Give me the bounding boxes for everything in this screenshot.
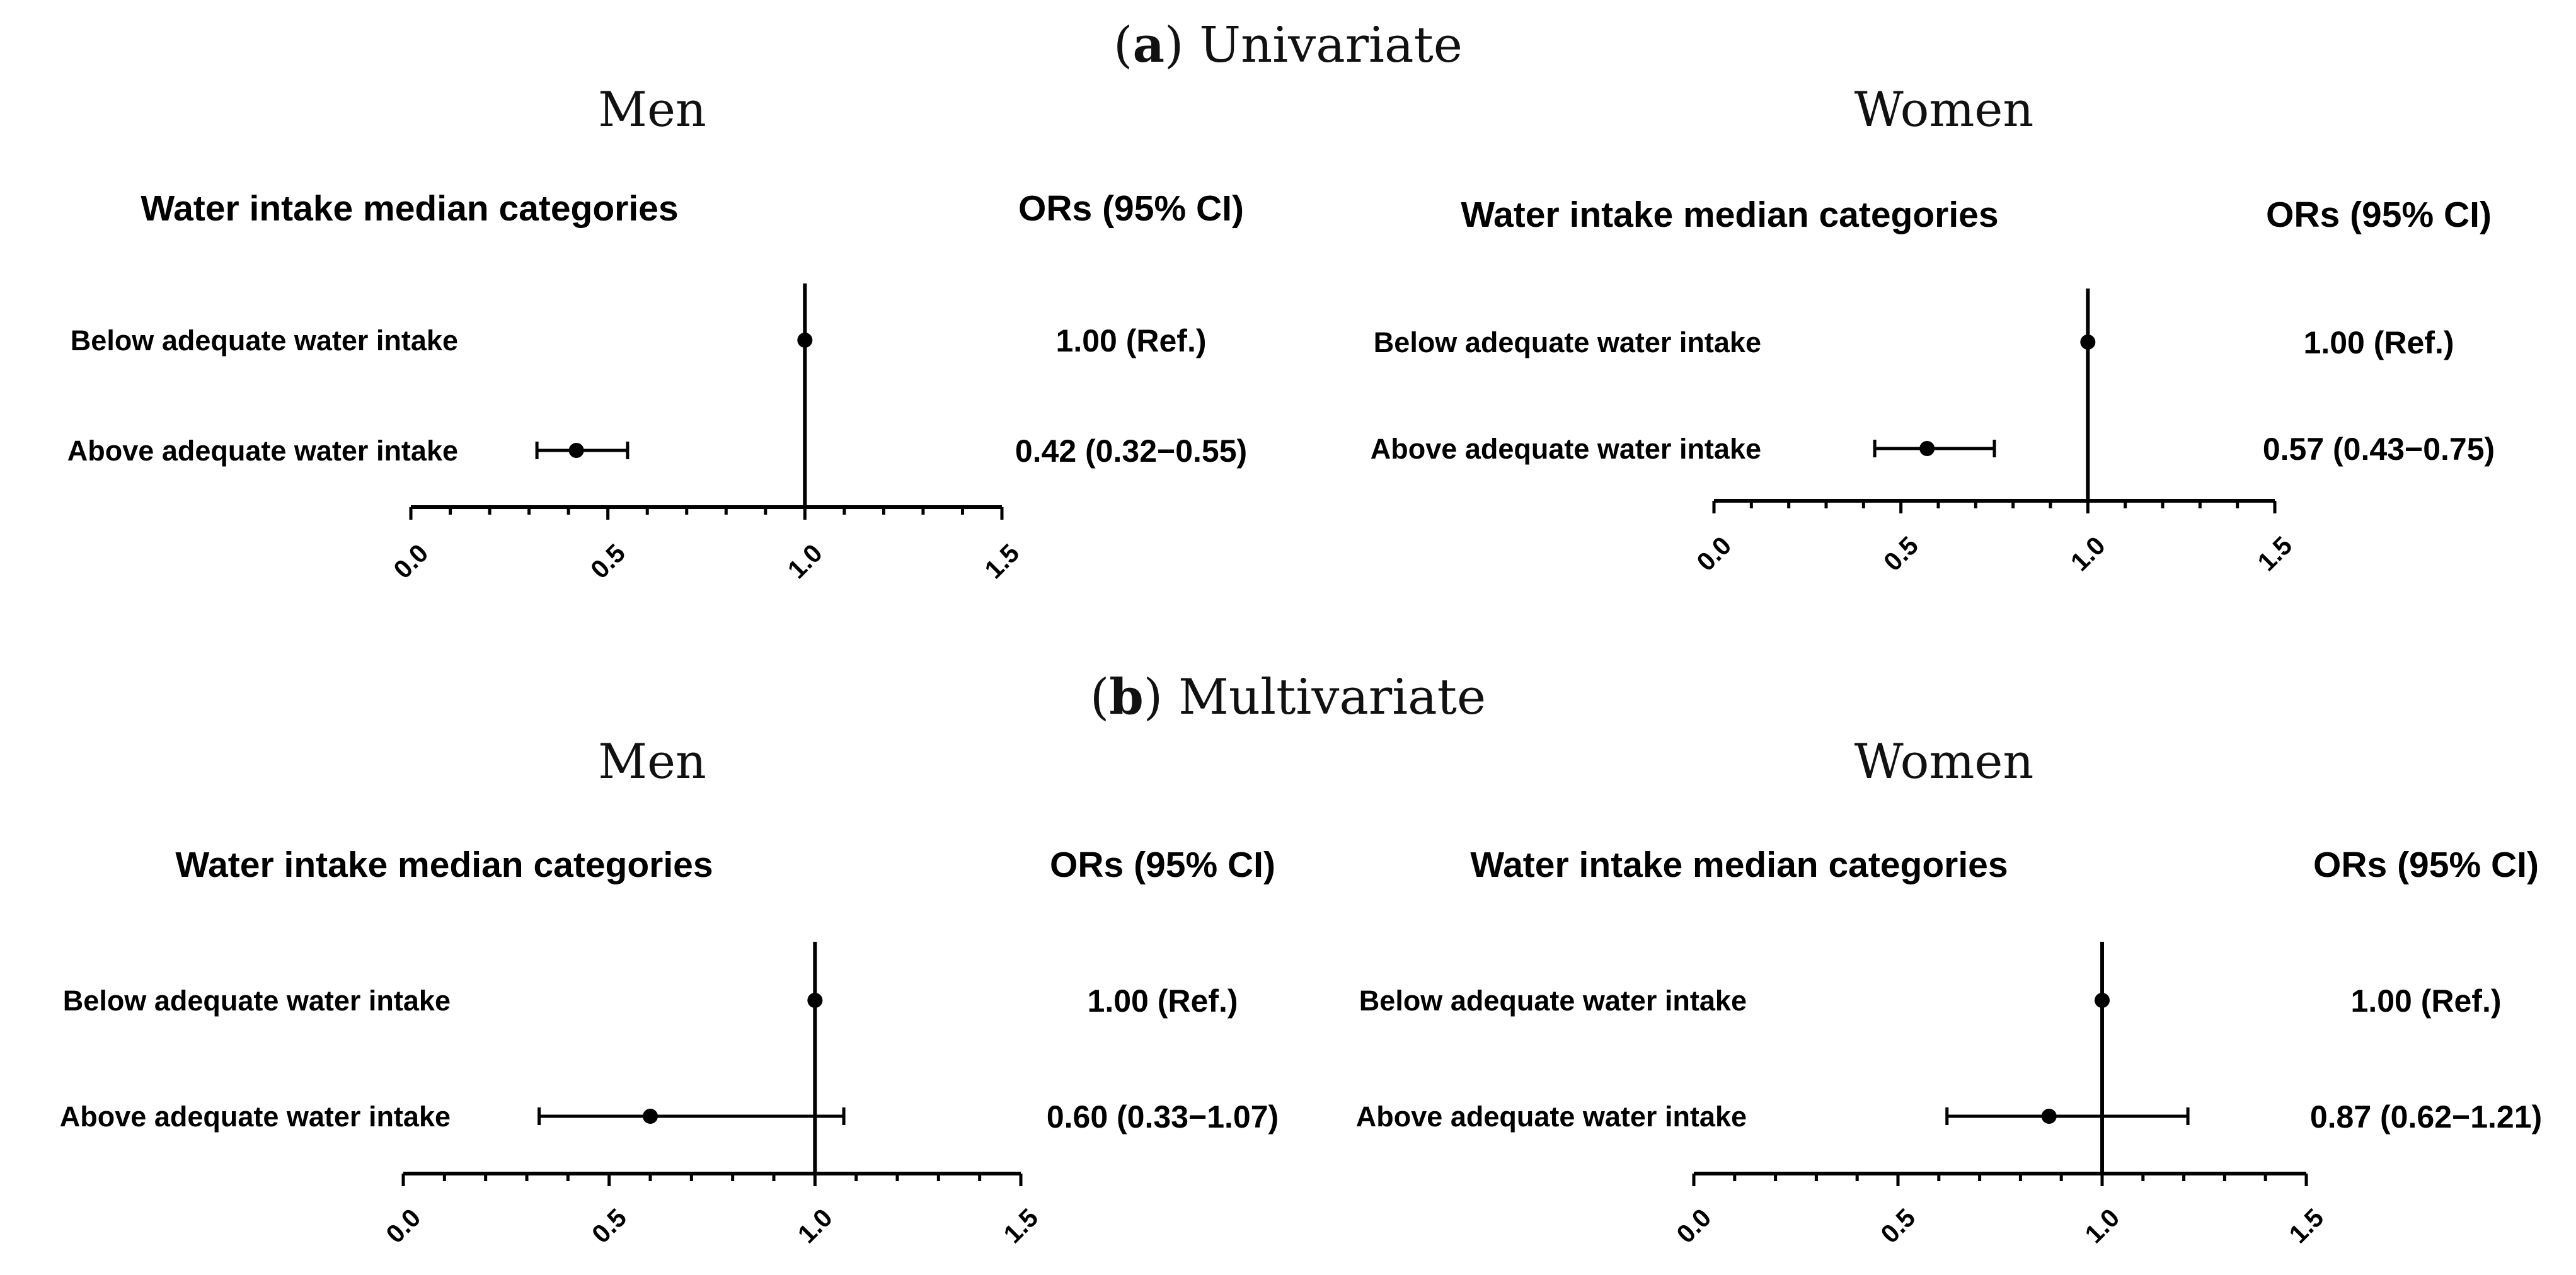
x-tick-label: 1.5 [2252, 531, 2298, 577]
forest-panel-univariate-women: Women Water intake median categories ORs (… [1371, 81, 2495, 576]
x-tick-label: 1.0 [2065, 531, 2111, 577]
x-tick-label: 0.5 [1875, 1203, 1921, 1249]
value-column-header: ORs (95% CI) [1050, 845, 1275, 885]
forest-panel-univariate-men: Men Water intake median categories ORs (95… [67, 81, 1247, 584]
row-label: Below adequate water intake [63, 985, 451, 1017]
x-tick-label: 1.5 [979, 539, 1025, 585]
x-tick-label: 0.5 [586, 1203, 632, 1249]
x-tick-label: 0.0 [381, 1203, 427, 1249]
panel-title: Women [1854, 81, 2034, 137]
odds-ratio-text: 0.57 (0.43−0.75) [2263, 432, 2495, 467]
value-column-header: ORs (95% CI) [2266, 195, 2492, 235]
forest-panels: Men Water intake median categories ORs (95… [60, 81, 2542, 1249]
x-tick-label: 0.5 [1878, 531, 1924, 577]
section-title-multivariate: (b) Multivariate [1090, 668, 1486, 726]
forest-panel-multivariate-men: Men Water intake median categories ORs (95… [60, 733, 1279, 1249]
row-label: Above adequate water intake [1371, 433, 1761, 465]
row-label: Below adequate water intake [71, 324, 458, 357]
x-tick-label: 1.0 [2079, 1203, 2125, 1249]
x-tick-label: 1.5 [2284, 1203, 2330, 1249]
odds-ratio-point [643, 1109, 658, 1124]
label-column-header: Water intake median categories [1470, 845, 2008, 885]
x-tick-label: 0.0 [388, 539, 434, 585]
panel-title: Men [598, 733, 706, 789]
odds-ratio-point [1919, 441, 1935, 456]
x-tick-label: 0.0 [1691, 531, 1737, 577]
odds-ratio-point [807, 993, 823, 1008]
odds-ratio-point [2080, 334, 2096, 350]
odds-ratio-text: 0.42 (0.32−0.55) [1015, 433, 1247, 469]
panel-title: Men [598, 81, 706, 137]
row-label: Above adequate water intake [67, 435, 458, 467]
odds-ratio-point [797, 333, 813, 348]
odds-ratio-text: 1.00 (Ref.) [1056, 323, 1207, 358]
section-title-univariate: (a) Univariate [1113, 16, 1463, 74]
odds-ratio-point [568, 443, 584, 458]
row-label: Below adequate water intake [1374, 326, 1761, 358]
x-tick-label: 1.0 [792, 1203, 838, 1249]
odds-ratio-text: 1.00 (Ref.) [1088, 983, 1238, 1019]
odds-ratio-text: 1.00 (Ref.) [2351, 983, 2502, 1019]
value-column-header: ORs (95% CI) [1018, 188, 1244, 229]
forest-panel-multivariate-women: Women Water intake median categories ORs (… [1356, 733, 2542, 1249]
odds-ratio-text: 1.00 (Ref.) [2304, 325, 2454, 360]
row-label: Below adequate water intake [1359, 985, 1747, 1017]
odds-ratio-text: 0.60 (0.33−1.07) [1047, 1099, 1279, 1135]
row-label: Above adequate water intake [1356, 1101, 1747, 1133]
label-column-header: Water intake median categories [141, 188, 678, 229]
row-label: Above adequate water intake [60, 1101, 451, 1133]
x-tick-label: 1.0 [782, 539, 828, 585]
x-tick-label: 1.5 [998, 1203, 1044, 1249]
panel-title: Women [1854, 733, 2034, 789]
odds-ratio-point [2095, 993, 2110, 1008]
odds-ratio-text: 0.87 (0.62−1.21) [2310, 1099, 2542, 1135]
x-tick-label: 0.0 [1671, 1203, 1717, 1249]
label-column-header: Water intake median categories [175, 845, 713, 885]
value-column-header: ORs (95% CI) [2313, 845, 2539, 885]
x-tick-label: 0.5 [585, 539, 631, 585]
label-column-header: Water intake median categories [1461, 195, 1998, 235]
odds-ratio-point [2041, 1109, 2057, 1124]
